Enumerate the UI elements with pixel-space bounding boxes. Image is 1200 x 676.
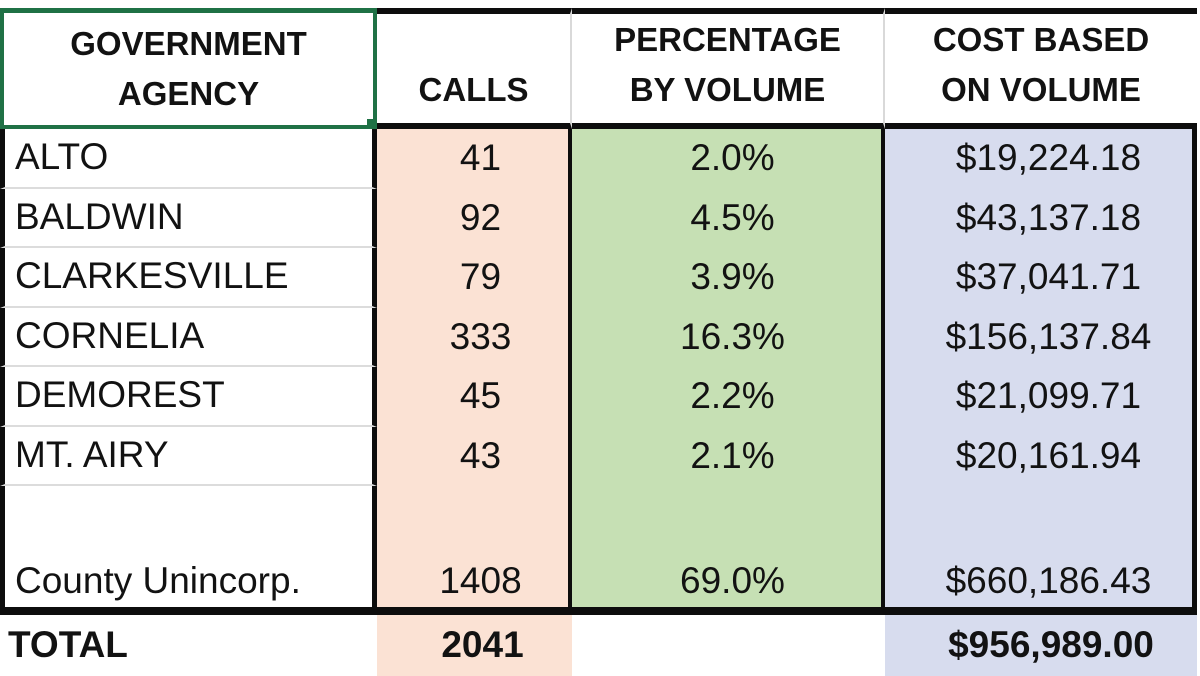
cell-agency-mt-airy[interactable]: MT. AIRY [0,426,377,486]
header-agency-line2: AGENCY [117,75,260,112]
agency-label: County Unincorp. [15,560,301,602]
cell-cost-clarkesville[interactable]: $37,041.71 [885,248,1197,308]
percentage-value: 4.5% [690,196,775,238]
percentage-value: 2.1% [690,434,775,476]
cell-calls-mt-airy[interactable]: 43 [377,426,572,486]
cell-agency-clarkesville[interactable]: CLARKESVILLE [0,248,377,308]
percentage-value: 2.0% [690,137,775,179]
cell-total-calls[interactable]: 2041 [377,615,572,676]
cost-value: $156,137.84 [945,315,1152,357]
calls-value: 333 [449,315,512,357]
calls-value: 1408 [439,560,522,602]
cell-agency-cornelia[interactable]: CORNELIA [0,307,377,367]
cell-percentage-baldwin[interactable]: 4.5% [572,188,885,248]
cell-cost-county-unincorp[interactable]: $660,186.43 [885,486,1197,615]
header-percentage-line2: BY VOLUME [629,71,826,108]
cell-cost-cornelia[interactable]: $156,137.84 [885,307,1197,367]
agency-label: CORNELIA [15,314,205,356]
percentage-value: 16.3% [680,315,785,357]
percentage-value: 69.0% [680,560,785,602]
cell-agency-demorest[interactable]: DEMOREST [0,367,377,427]
cell-percentage-header[interactable]: PERCENTAGE BY VOLUME [572,8,885,129]
cost-value: $43,137.18 [955,196,1142,238]
cell-percentage-county-unincorp[interactable]: 69.0% [572,486,885,615]
cell-total-percentage[interactable] [572,615,885,676]
header-calls-label: CALLS [418,71,529,108]
calls-value: 41 [459,137,502,179]
total-cost-value: $956,989.00 [948,624,1154,666]
cell-calls-header[interactable]: CALLS [377,8,572,129]
cell-cost-mt-airy[interactable]: $20,161.94 [885,426,1197,486]
calls-value: 79 [459,256,502,298]
cell-total-label[interactable]: TOTAL [0,615,377,676]
total-calls-value: 2041 [441,624,524,666]
agency-label: DEMOREST [15,374,225,416]
cell-percentage-mt-airy[interactable]: 2.1% [572,426,885,486]
cell-calls-baldwin[interactable]: 92 [377,188,572,248]
cell-agency-alto[interactable]: ALTO [0,129,377,189]
spreadsheet-table: GOVERNMENT AGENCY CALLS PERCENTAGE BY VO… [0,8,1197,676]
cell-agency-county-unincorp[interactable]: County Unincorp. [0,486,377,615]
cell-cost-baldwin[interactable]: $43,137.18 [885,188,1197,248]
percentage-value: 3.9% [690,256,775,298]
cost-value: $21,099.71 [955,375,1142,417]
header-percentage-line1: PERCENTAGE [614,21,841,58]
agency-label: ALTO [15,136,109,178]
header-cost-line2: ON VOLUME [941,71,1141,108]
cost-value: $37,041.71 [955,256,1142,298]
calls-value: 43 [459,434,502,476]
cell-calls-alto[interactable]: 41 [377,129,572,189]
agency-label: BALDWIN [15,195,184,237]
cell-total-cost[interactable]: $956,989.00 [885,615,1197,676]
cell-percentage-alto[interactable]: 2.0% [572,129,885,189]
cell-percentage-clarkesville[interactable]: 3.9% [572,248,885,308]
header-cost-line1: COST BASED [932,21,1150,58]
cell-calls-county-unincorp[interactable]: 1408 [377,486,572,615]
cell-calls-clarkesville[interactable]: 79 [377,248,572,308]
cost-value: $19,224.18 [955,137,1142,179]
cell-calls-cornelia[interactable]: 333 [377,307,572,367]
agency-label: CLARKESVILLE [15,255,289,297]
cost-value: $20,161.94 [955,434,1142,476]
agency-label: MT. AIRY [15,433,169,475]
selection-fill-handle[interactable] [365,117,373,125]
percentage-value: 2.2% [690,375,775,417]
cell-calls-demorest[interactable]: 45 [377,367,572,427]
cell-cost-alto[interactable]: $19,224.18 [885,129,1197,189]
cell-cost-header[interactable]: COST BASED ON VOLUME [885,8,1197,129]
calls-value: 92 [459,196,502,238]
cost-value: $660,186.43 [945,560,1152,602]
selected-cell-government-agency-header[interactable]: GOVERNMENT AGENCY [0,8,377,129]
cell-agency-baldwin[interactable]: BALDWIN [0,188,377,248]
cell-percentage-cornelia[interactable]: 16.3% [572,307,885,367]
header-agency-line1: GOVERNMENT [70,25,307,62]
cell-cost-demorest[interactable]: $21,099.71 [885,367,1197,427]
cell-percentage-demorest[interactable]: 2.2% [572,367,885,427]
total-label: TOTAL [8,624,128,666]
calls-value: 45 [459,375,502,417]
